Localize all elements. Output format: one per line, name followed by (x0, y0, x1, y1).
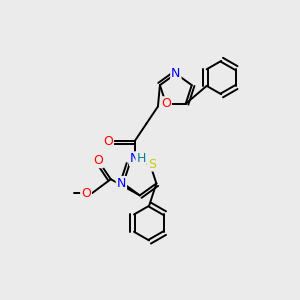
Text: N: N (117, 177, 126, 190)
Text: S: S (148, 158, 156, 170)
Text: O: O (93, 154, 103, 167)
Text: O: O (103, 135, 113, 148)
Text: N: N (171, 67, 181, 80)
Text: O: O (161, 97, 171, 110)
Text: H: H (136, 152, 146, 165)
Text: N: N (130, 152, 140, 165)
Text: O: O (81, 187, 91, 200)
